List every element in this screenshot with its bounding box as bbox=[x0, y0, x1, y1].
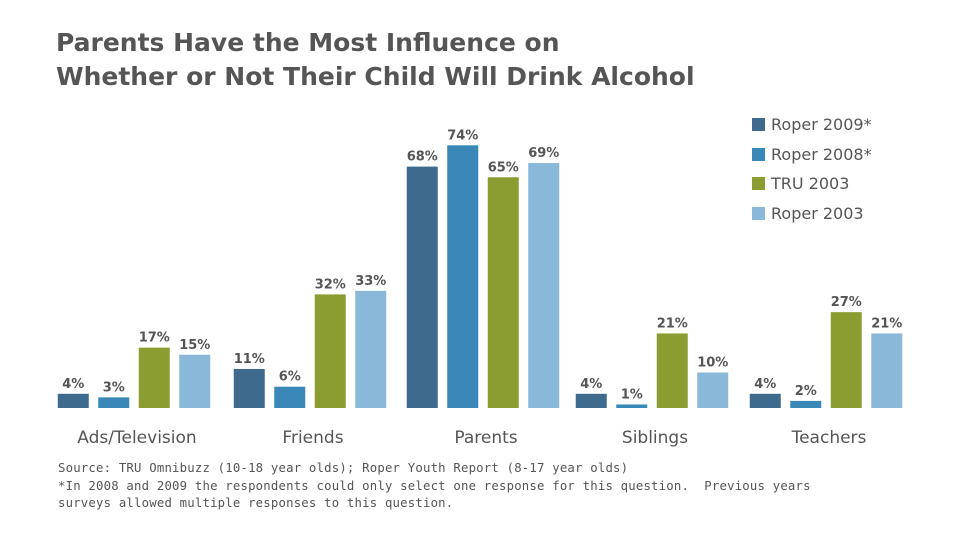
data-label-friends-roper-2003: 33% bbox=[355, 274, 386, 289]
data-label-teachers-roper-2009: 4% bbox=[754, 377, 776, 392]
chart-title-line-1: Parents Have the Most Influence on bbox=[56, 28, 560, 57]
bar-siblings-roper-2003 bbox=[697, 372, 729, 408]
legend-item-tru-2003: TRU 2003 bbox=[752, 169, 872, 199]
bar-siblings-roper-2008 bbox=[616, 404, 648, 408]
data-label-ads-television-roper-2009: 4% bbox=[62, 377, 84, 392]
bar-teachers-roper-2008 bbox=[790, 400, 822, 408]
data-label-siblings-roper-2008: 1% bbox=[621, 387, 643, 402]
data-label-parents-roper-2003: 69% bbox=[528, 146, 559, 161]
legend-label-roper-2009: Roper 2009* bbox=[771, 115, 872, 135]
bar-siblings-tru-2003 bbox=[656, 333, 688, 408]
bar-friends-roper-2008 bbox=[274, 386, 306, 408]
bar-parents-roper-2003 bbox=[528, 163, 560, 408]
bar-friends-tru-2003 bbox=[314, 294, 346, 408]
legend-swatch-roper-2008 bbox=[752, 147, 765, 161]
data-label-siblings-roper-2003: 10% bbox=[697, 356, 728, 371]
bar-siblings-roper-2009 bbox=[575, 393, 607, 408]
category-label-friends: Friends bbox=[282, 428, 343, 448]
bar-parents-roper-2009 bbox=[406, 166, 438, 408]
source-line-2: *In 2008 and 2009 the respondents could … bbox=[58, 478, 811, 493]
data-label-siblings-roper-2009: 4% bbox=[580, 377, 602, 392]
bar-teachers-roper-2003 bbox=[871, 333, 903, 408]
legend-item-roper-2003: Roper 2003 bbox=[752, 199, 872, 229]
chart-title-line-2: Whether or Not Their Child Will Drink Al… bbox=[56, 62, 695, 91]
data-label-friends-tru-2003: 32% bbox=[315, 277, 346, 292]
legend-label-roper-2008: Roper 2008* bbox=[771, 144, 872, 164]
bar-ads-television-roper-2003 bbox=[179, 354, 211, 408]
bar-teachers-tru-2003 bbox=[830, 312, 862, 408]
data-label-parents-tru-2003: 65% bbox=[488, 160, 519, 175]
bar-friends-roper-2009 bbox=[233, 368, 265, 408]
legend-label-roper-2003: Roper 2003 bbox=[771, 203, 864, 223]
category-label-parents: Parents bbox=[454, 428, 517, 448]
data-label-ads-television-tru-2003: 17% bbox=[139, 331, 170, 346]
data-label-ads-television-roper-2003: 15% bbox=[179, 338, 210, 353]
chart-legend: Roper 2009* Roper 2008* TRU 2003 Roper 2… bbox=[752, 110, 872, 228]
legend-item-roper-2008: Roper 2008* bbox=[752, 140, 872, 170]
bar-friends-roper-2003 bbox=[355, 290, 387, 408]
data-label-teachers-roper-2008: 2% bbox=[795, 384, 817, 399]
category-label-ads-television: Ads/Television bbox=[77, 428, 196, 448]
legend-swatch-roper-2003 bbox=[752, 206, 765, 220]
data-label-teachers-tru-2003: 27% bbox=[831, 295, 862, 310]
data-label-friends-roper-2008: 6% bbox=[279, 370, 301, 385]
bar-ads-television-roper-2009 bbox=[57, 393, 89, 408]
bar-teachers-roper-2009 bbox=[749, 393, 781, 408]
data-label-parents-roper-2008: 74% bbox=[447, 128, 478, 143]
category-label-teachers: Teachers bbox=[791, 428, 867, 448]
bar-ads-television-roper-2008 bbox=[98, 397, 130, 408]
chart-title: Parents Have the Most Influence on Wheth… bbox=[56, 26, 695, 94]
data-label-parents-roper-2009: 68% bbox=[407, 150, 438, 165]
legend-label-tru-2003: TRU 2003 bbox=[771, 174, 850, 194]
source-note: Source: TRU Omnibuzz (10-18 year olds); … bbox=[58, 460, 811, 513]
source-line-3: surveys allowed multiple responses to th… bbox=[58, 496, 454, 510]
data-label-ads-television-roper-2008: 3% bbox=[103, 380, 125, 395]
legend-item-roper-2009: Roper 2009* bbox=[752, 110, 872, 140]
bar-parents-roper-2008 bbox=[447, 145, 479, 409]
bar-parents-tru-2003 bbox=[487, 177, 519, 408]
bar-ads-television-tru-2003 bbox=[138, 347, 170, 408]
data-label-teachers-roper-2003: 21% bbox=[871, 316, 902, 331]
legend-swatch-roper-2009 bbox=[752, 118, 765, 132]
category-label-siblings: Siblings bbox=[622, 428, 688, 448]
legend-swatch-tru-2003 bbox=[752, 177, 765, 191]
source-line-1: Source: TRU Omnibuzz (10-18 year olds); … bbox=[58, 461, 629, 475]
data-label-siblings-tru-2003: 21% bbox=[657, 316, 688, 331]
data-label-friends-roper-2009: 11% bbox=[234, 352, 265, 367]
